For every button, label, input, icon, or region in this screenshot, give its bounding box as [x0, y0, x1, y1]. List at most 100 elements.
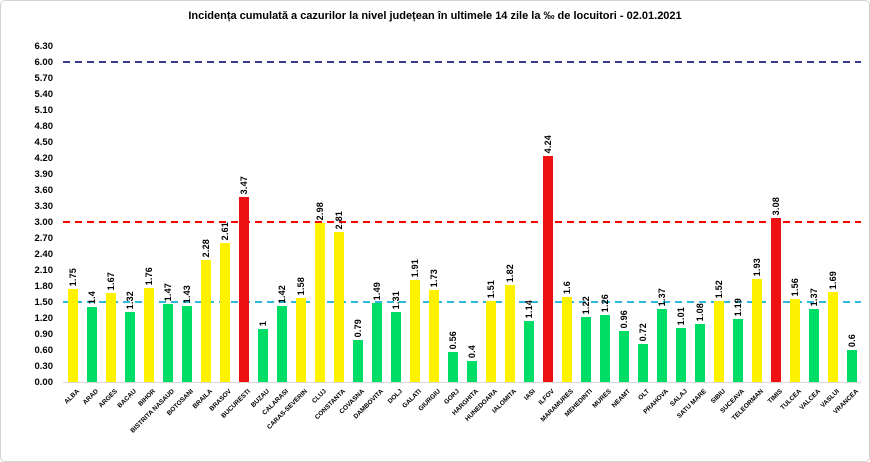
bar-value-label: 0.79 — [352, 318, 363, 337]
bar-bihor — [143, 288, 154, 382]
bar-value-label-wrap: 1.01 — [671, 307, 690, 325]
bar-harghita — [466, 361, 477, 382]
bar-mehedinti — [580, 317, 591, 382]
bar-calarasi — [276, 306, 287, 382]
bar-suceava — [732, 319, 743, 382]
bar-value-label-wrap: 1.31 — [386, 291, 405, 309]
x-tick-label: CLUJ — [310, 388, 328, 405]
bar-value-label: 1.82 — [504, 263, 515, 282]
x-tick-label: NEAMT — [610, 388, 632, 410]
bar-value-label-wrap: 1.19 — [728, 298, 747, 316]
bar-bistrita-nasaud — [162, 304, 173, 382]
x-tick-label: BACAU — [115, 388, 138, 410]
bar-buzau — [257, 329, 268, 382]
bar-value-label-wrap: 2.61 — [215, 222, 234, 240]
bar-value-label: 4.24 — [542, 134, 553, 153]
bar-value-label-wrap: 1.4 — [82, 291, 101, 304]
bar-constanta — [333, 232, 344, 382]
bar-gorj — [447, 352, 458, 382]
bar-value-label-wrap: 0.56 — [443, 331, 462, 349]
bar-botosani — [181, 306, 192, 382]
reference-line-1.50 — [63, 301, 861, 303]
y-tick-label: 4.50 — [34, 136, 54, 148]
bar-value-label-wrap: 1.47 — [158, 283, 177, 301]
x-tick-label: IASI — [522, 388, 537, 402]
x-tick-label: OLT — [636, 388, 651, 402]
bar-maramures — [561, 297, 572, 382]
bar-value-label-wrap: 1.75 — [63, 268, 82, 286]
x-tick-label: ALBA — [62, 388, 81, 406]
bar-value-label: 1.31 — [390, 290, 401, 309]
y-tick-label: 3.90 — [34, 168, 54, 180]
bar-value-label: 2.61 — [219, 221, 230, 240]
bar-olt — [637, 344, 648, 382]
bar-value-label-wrap: 1 — [253, 321, 272, 326]
bar-braila — [200, 260, 211, 382]
y-tick-label: 0.00 — [34, 376, 54, 388]
x-tick-label: MURES — [590, 388, 613, 410]
bar-sibiu — [713, 301, 724, 382]
bar-alba — [67, 289, 78, 382]
bar-brasov — [219, 243, 230, 382]
x-tick-label: TIMIS — [766, 388, 784, 406]
bar-bucuresti — [238, 197, 249, 382]
bar-value-label-wrap: 1.37 — [652, 288, 671, 306]
bar-value-label: 1.58 — [295, 276, 306, 295]
bar-value-label: 2.28 — [200, 238, 211, 257]
bar-value-label-wrap: 0.96 — [614, 310, 633, 328]
bar-giurgiu — [428, 290, 439, 382]
bar-dambovita — [371, 303, 382, 382]
bar-value-label-wrap: 4.24 — [538, 135, 557, 153]
bar-value-label-wrap: 1.26 — [595, 294, 614, 312]
bar-ilfov — [542, 156, 553, 382]
bar-value-label-wrap: 1.42 — [272, 285, 291, 303]
bar-value-label: 3.08 — [770, 196, 781, 215]
plot-area: 1.75 ALBA 1.4 ARAD 1.67 ARGES 1.32 BACAU 1.76 BIH… — [63, 46, 861, 435]
bar-value-label-wrap: 3.47 — [234, 176, 253, 194]
bar-value-label: 1.91 — [409, 258, 420, 277]
bar-ialomita — [504, 285, 515, 382]
y-tick-label: 5.40 — [34, 88, 54, 100]
bar-prahova — [656, 309, 667, 382]
bar-satu-mare — [694, 324, 705, 382]
y-tick-label: 2.70 — [34, 232, 54, 244]
bar-value-label-wrap: 0.6 — [842, 334, 861, 347]
bar-value-label: 1.08 — [694, 302, 705, 321]
bar-value-label: 1.26 — [599, 293, 610, 312]
bar-vrancea — [846, 350, 857, 382]
y-tick-label: 2.40 — [34, 248, 54, 260]
bar-value-label: 1.93 — [751, 257, 762, 276]
y-tick-label: 6.00 — [34, 56, 54, 68]
bar-caras-severin — [295, 298, 306, 382]
bar-value-label-wrap: 1.52 — [709, 280, 728, 298]
chart-title: Incidența cumulată a cazurilor la nivel … — [188, 10, 682, 22]
bar-value-label: 0.96 — [618, 309, 629, 328]
bar-covasna — [352, 340, 363, 382]
bar-value-label: 1.37 — [808, 287, 819, 306]
bar-mures — [599, 315, 610, 382]
bar-value-label-wrap: 0.72 — [633, 323, 652, 341]
bar-dolj — [390, 312, 401, 382]
bar-value-label-wrap: 1.67 — [101, 272, 120, 290]
bar-value-label-wrap: 0.4 — [462, 345, 481, 358]
bar-hunedoara — [485, 301, 496, 382]
y-tick-label: 3.60 — [34, 184, 54, 196]
x-tick-label: SIBIU — [709, 388, 727, 406]
bar-galati — [409, 280, 420, 382]
y-tick-label: 1.80 — [34, 280, 54, 292]
bar-value-label: 1.43 — [181, 284, 192, 303]
bar-value-label-wrap: 1.37 — [804, 288, 823, 306]
bar-value-label-wrap: 2.28 — [196, 239, 215, 257]
bar-value-label-wrap: 1.43 — [177, 285, 196, 303]
bar-value-label: 1.76 — [143, 266, 154, 285]
bar-value-label: 1.4 — [86, 290, 97, 304]
bar-tulcea — [789, 299, 800, 382]
bar-value-label-wrap: 1.82 — [500, 264, 519, 282]
bar-arad — [86, 307, 97, 382]
bar-value-label: 1.75 — [67, 267, 78, 286]
reference-line-6.00 — [63, 61, 861, 63]
bar-value-label-wrap: 1.91 — [405, 259, 424, 277]
bar-value-label: 0.72 — [637, 322, 648, 341]
bar-value-label: 2.81 — [333, 210, 344, 229]
bar-value-label-wrap: 1.69 — [823, 271, 842, 289]
